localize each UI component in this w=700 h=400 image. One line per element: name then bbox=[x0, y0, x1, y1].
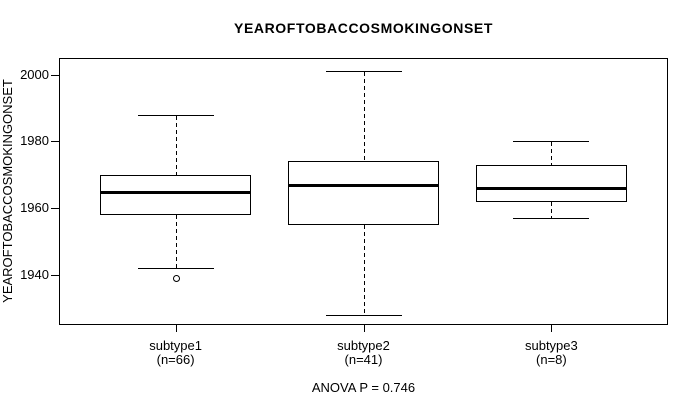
box bbox=[475, 164, 627, 202]
y-tick bbox=[51, 141, 59, 143]
group-label: subtype2 bbox=[337, 338, 390, 353]
whisker-line bbox=[363, 224, 365, 315]
whisker-cap bbox=[325, 71, 402, 73]
whisker-cap bbox=[325, 314, 402, 316]
outlier-point bbox=[172, 275, 180, 283]
whisker-line bbox=[551, 142, 553, 165]
box bbox=[288, 161, 439, 225]
x-tick bbox=[175, 325, 177, 332]
median-line bbox=[475, 187, 627, 191]
y-tick bbox=[51, 208, 59, 210]
whisker-cap bbox=[513, 141, 590, 143]
median-line bbox=[100, 190, 252, 194]
box bbox=[100, 174, 252, 215]
whisker-line bbox=[175, 115, 177, 175]
y-tick-label: 1960 bbox=[20, 200, 49, 216]
x-tick bbox=[551, 325, 553, 332]
y-tick bbox=[51, 274, 59, 276]
group-label: subtype3 bbox=[524, 338, 578, 353]
whisker-cap bbox=[137, 114, 214, 116]
group-sublabel: (n=41) bbox=[344, 352, 383, 367]
x-tick bbox=[363, 325, 365, 332]
whisker-line bbox=[175, 214, 177, 269]
anova-annotation: ANOVA P = 0.746 bbox=[311, 380, 416, 395]
y-tick-label: 1980 bbox=[20, 133, 49, 149]
whisker-line bbox=[363, 72, 365, 162]
group-label: subtype1 bbox=[149, 338, 202, 353]
group-sublabel: (n=66) bbox=[156, 352, 195, 367]
whisker-line bbox=[551, 201, 553, 219]
y-tick-label: 1940 bbox=[20, 266, 49, 282]
median-line bbox=[288, 183, 439, 187]
y-tick bbox=[51, 74, 59, 76]
whisker-cap bbox=[513, 218, 590, 220]
whisker-cap bbox=[137, 268, 214, 270]
y-tick-label: 2000 bbox=[20, 66, 49, 82]
group-sublabel: (n=8) bbox=[536, 352, 567, 367]
chart-title: YEAROFTOBACCOSMOKINGONSET bbox=[234, 20, 493, 36]
